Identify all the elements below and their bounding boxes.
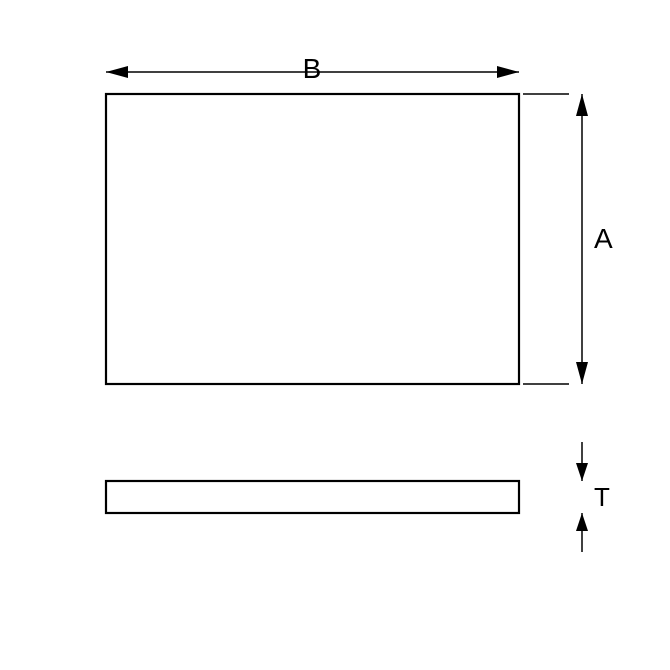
dimension-a-arrow-bottom — [576, 362, 588, 384]
dimension-a: A — [523, 94, 613, 384]
dimension-a-arrow-top — [576, 94, 588, 116]
dimension-t-label: T — [594, 482, 610, 512]
dimension-t-arrow-bottom — [576, 513, 588, 531]
dimension-t: T — [576, 442, 610, 552]
plate-side-view — [106, 481, 519, 513]
plate-top-view — [106, 94, 519, 384]
dimension-t-arrow-top — [576, 463, 588, 481]
dimension-b-label: B — [303, 53, 322, 84]
dimension-a-label: A — [594, 223, 613, 254]
technical-drawing: B A T — [0, 0, 670, 670]
dimension-b: B — [106, 53, 519, 84]
dimension-b-arrow-right — [497, 66, 519, 78]
dimension-b-arrow-left — [106, 66, 128, 78]
